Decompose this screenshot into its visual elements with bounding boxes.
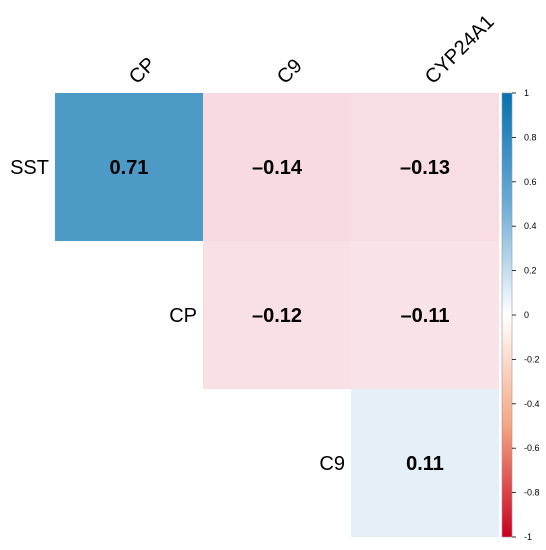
row-label: SST xyxy=(10,157,49,179)
colorbar: 1 0.8 0.6 0.4 0.2 0 -0.2 -0.4 -0.6 -0.8 -1 xyxy=(501,88,540,542)
colorbar-tick-label: 0.8 xyxy=(524,132,537,142)
heatmap-cell xyxy=(203,93,351,241)
colorbar-tick-label: 0.6 xyxy=(524,177,537,187)
cell-value-label: 0.71 xyxy=(110,157,149,179)
colorbar-tick-label: -0.8 xyxy=(524,488,540,498)
heatmap-cell xyxy=(55,93,203,241)
colorbar-tick-label: -1 xyxy=(524,532,532,542)
row-label: C9 xyxy=(319,453,345,475)
cell-value-label: –0.14 xyxy=(252,157,303,179)
heatmap-cells xyxy=(55,93,499,537)
column-label: CYP24A1 xyxy=(421,11,499,89)
cell-value-label: –0.11 xyxy=(401,305,450,327)
cell-value-label: 0.11 xyxy=(406,453,444,475)
colorbar-tick-label: -0.6 xyxy=(524,443,540,453)
colorbar-tick-label: 1 xyxy=(524,88,529,98)
row-label: CP xyxy=(169,305,197,327)
colorbar-tick-label: 0.4 xyxy=(524,221,537,231)
column-label: C9 xyxy=(273,55,307,89)
cell-value-label: –0.12 xyxy=(252,305,302,327)
colorbar-gradient xyxy=(501,92,513,538)
colorbar-tick-label: -0.2 xyxy=(524,354,540,364)
colorbar-tick-label: -0.4 xyxy=(524,399,540,409)
colorbar-tick-label: 0 xyxy=(524,310,529,320)
heatmap-cell xyxy=(203,241,351,389)
column-label: CP xyxy=(125,53,160,88)
heatmap-cell xyxy=(351,93,499,241)
cell-value-label: –0.13 xyxy=(400,157,450,179)
heatmap-cell xyxy=(351,241,499,389)
heatmap-cell xyxy=(351,389,499,537)
colorbar-tick-label: 0.2 xyxy=(524,266,537,276)
